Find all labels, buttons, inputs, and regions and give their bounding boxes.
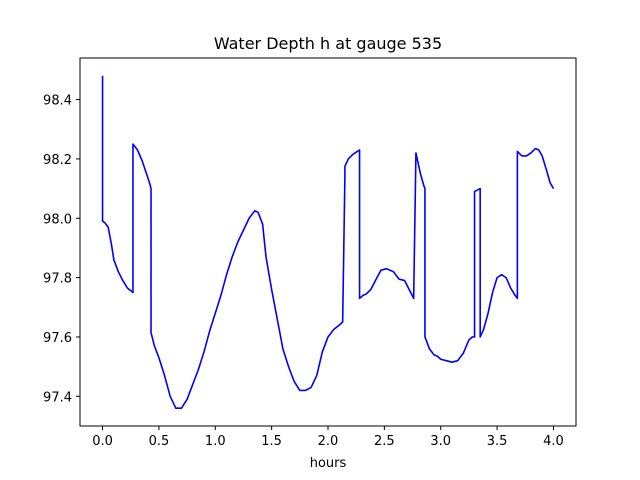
y-tick-label: 98.2 bbox=[43, 153, 72, 168]
x-axis-label: hours bbox=[310, 456, 347, 471]
y-tick-label: 97.6 bbox=[43, 331, 72, 346]
x-tick-label: 2.5 bbox=[374, 434, 395, 449]
chart-title: Water Depth h at gauge 535 bbox=[214, 34, 442, 53]
x-tick-label: 0.5 bbox=[149, 434, 170, 449]
y-tick-label: 98.4 bbox=[43, 94, 72, 109]
x-tick-label: 3.5 bbox=[487, 434, 508, 449]
x-tick-label: 4.0 bbox=[543, 434, 564, 449]
x-tick-label: 2.0 bbox=[318, 434, 339, 449]
x-tick-label: 3.0 bbox=[430, 434, 451, 449]
x-axis: 0.0 0.5 1.0 1.5 2.0 2.5 3.0 3.5 4.0 bbox=[92, 426, 564, 449]
y-tick-label: 98.0 bbox=[43, 212, 72, 227]
x-tick-label: 0.0 bbox=[92, 434, 113, 449]
plot-area bbox=[101, 75, 555, 409]
x-tick-label: 1.0 bbox=[205, 434, 226, 449]
series-line-0 bbox=[101, 75, 555, 409]
y-axis: 97.4 97.6 97.8 98.0 98.2 98.4 bbox=[43, 94, 80, 405]
x-tick-label: 1.5 bbox=[261, 434, 282, 449]
y-tick-label: 97.8 bbox=[43, 272, 72, 287]
y-tick-label: 97.4 bbox=[43, 390, 72, 405]
